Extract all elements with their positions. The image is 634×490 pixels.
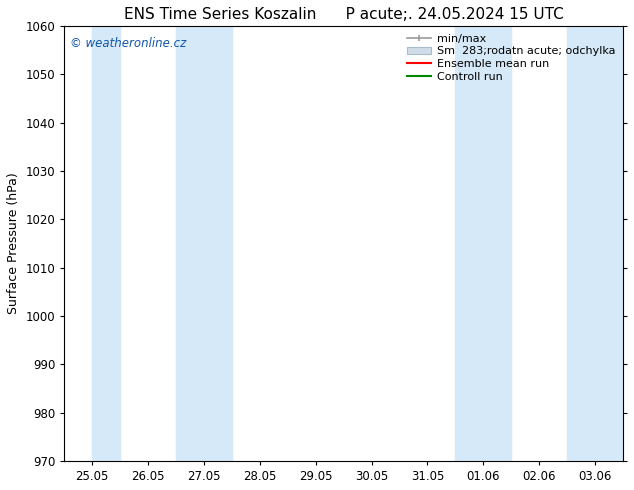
Bar — [455, 26, 511, 461]
Bar — [176, 26, 232, 461]
Bar — [567, 26, 634, 461]
Text: © weatheronline.cz: © weatheronline.cz — [70, 37, 186, 50]
Bar — [92, 26, 120, 461]
Legend: min/max, Sm  283;rodatn acute; odchylka, Ensemble mean run, Controll run: min/max, Sm 283;rodatn acute; odchylka, … — [404, 31, 618, 84]
Y-axis label: Surface Pressure (hPa): Surface Pressure (hPa) — [7, 172, 20, 314]
Title: ENS Time Series Koszalin      P acute;. 24.05.2024 15 UTC: ENS Time Series Koszalin P acute;. 24.05… — [124, 7, 564, 22]
